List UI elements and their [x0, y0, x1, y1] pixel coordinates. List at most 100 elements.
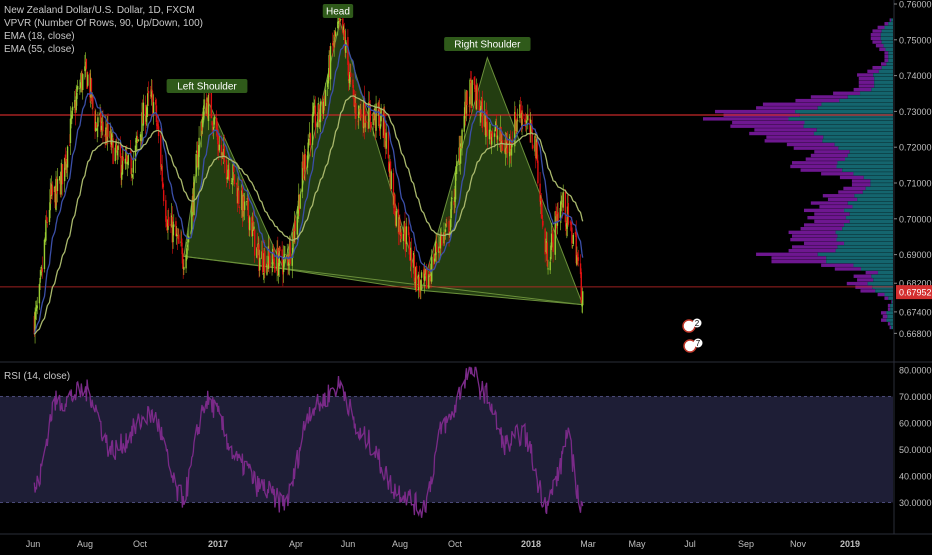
candle-body: [484, 112, 486, 136]
candle-body: [332, 43, 334, 46]
rsi-band: [0, 396, 893, 503]
candle-body: [289, 242, 291, 264]
candle-body: [49, 189, 51, 211]
candle-body: [238, 190, 240, 204]
candle-body: [372, 113, 374, 126]
candle-body: [545, 241, 548, 254]
candle-body: [201, 117, 204, 128]
main-legend: New Zealand Dollar/U.S. Dollar, 1D, FXCM…: [4, 4, 203, 56]
candle-body: [238, 207, 241, 208]
candle-body: [180, 241, 182, 243]
vpvr-row-up: [826, 256, 893, 260]
event-count-badge[interactable]: [693, 338, 703, 348]
vpvr-row-up: [880, 33, 893, 37]
candle-body: [50, 189, 52, 196]
candle-body: [359, 108, 361, 116]
rsi-tick-label: 60.0000: [899, 419, 932, 429]
candle-body: [84, 66, 86, 72]
vpvr-profile: [703, 18, 893, 330]
vpvr-row-up: [813, 131, 893, 136]
candle-body: [38, 284, 41, 304]
candle-body: [542, 221, 544, 226]
candle-body: [291, 253, 293, 266]
candle-body: [105, 129, 108, 145]
candle-body: [104, 134, 106, 137]
candle-body: [97, 117, 99, 127]
candle-body: [399, 234, 402, 236]
vpvr-row-up: [788, 117, 893, 121]
pattern-triangle: [282, 19, 423, 292]
candle-body: [92, 96, 94, 109]
candle-body: [282, 266, 284, 275]
rsi-tick-label: 50.0000: [899, 445, 932, 455]
candle-body: [332, 47, 335, 48]
candle-body: [550, 245, 552, 259]
candle-body: [89, 77, 92, 98]
candle-body: [79, 82, 82, 88]
candle-body: [554, 211, 556, 255]
candle-body: [146, 107, 148, 118]
vpvr-row-up: [847, 201, 893, 205]
candle-body: [570, 222, 572, 225]
vpvr-row-up: [881, 29, 893, 33]
vpvr-row-up: [837, 245, 893, 249]
candle-body: [64, 154, 67, 168]
candle-body: [460, 146, 463, 149]
candle-body: [277, 247, 279, 275]
vpvr-row-up: [890, 322, 893, 326]
vpvr-row-up: [847, 95, 893, 99]
candle-body: [488, 129, 491, 140]
candle-body: [56, 178, 58, 194]
candle-body: [240, 190, 243, 211]
vpvr-row-down: [867, 69, 879, 73]
candle-body: [183, 266, 185, 270]
candle-body: [338, 16, 340, 20]
candle-body: [213, 117, 215, 125]
candle-body: [195, 154, 197, 177]
candle-body: [69, 145, 71, 147]
candle-body: [546, 242, 549, 267]
candle-body: [125, 158, 127, 160]
candle-body: [41, 268, 43, 272]
candle-body: [281, 249, 283, 264]
candle-body: [349, 74, 351, 83]
candle-body: [313, 106, 315, 114]
candle-body: [499, 127, 502, 141]
event-count-badge[interactable]: [692, 318, 702, 328]
vpvr-row-up: [877, 270, 893, 275]
candle-body: [203, 99, 205, 109]
candle-body: [94, 111, 96, 131]
candle-body: [110, 133, 112, 148]
candle-body: [544, 228, 546, 255]
vpvr-row-down: [786, 142, 835, 147]
candle-body: [314, 105, 317, 128]
vpvr-row-down: [884, 54, 889, 59]
candle-body: [418, 274, 420, 290]
candle-body: [318, 104, 320, 122]
vpvr-row-up: [860, 267, 893, 271]
vpvr-row-down: [872, 40, 882, 44]
vpvr-row-down: [749, 131, 814, 136]
candle-body: [69, 118, 72, 144]
candle-body: [100, 125, 103, 131]
vpvr-row-up: [822, 139, 893, 143]
vpvr-row-down: [756, 106, 818, 110]
vpvr-row-down: [872, 65, 882, 70]
candle-body: [241, 187, 244, 218]
candle-body: [151, 89, 153, 92]
candle-body: [121, 172, 123, 180]
candle-body: [407, 226, 410, 236]
vpvr-row-up: [849, 212, 893, 216]
candle-body: [384, 141, 387, 147]
vpvr-row-down: [853, 274, 872, 278]
vpvr-row-up: [862, 190, 893, 194]
candle-body: [367, 122, 369, 130]
time-tick-label: 2018: [521, 539, 541, 549]
vpvr-row-up: [867, 281, 893, 286]
vpvr-row-up: [873, 73, 893, 77]
vpvr-row-down: [881, 62, 887, 66]
price-tick-label: 0.69000: [899, 250, 932, 260]
vpvr-row-down: [819, 205, 853, 209]
